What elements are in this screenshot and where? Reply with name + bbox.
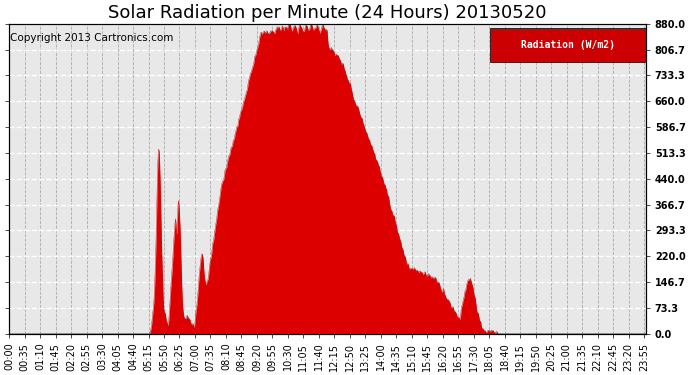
Title: Solar Radiation per Minute (24 Hours) 20130520: Solar Radiation per Minute (24 Hours) 20… (108, 4, 546, 22)
Text: Copyright 2013 Cartronics.com: Copyright 2013 Cartronics.com (10, 33, 174, 43)
Text: Radiation (W/m2): Radiation (W/m2) (521, 40, 615, 50)
FancyBboxPatch shape (490, 28, 646, 63)
